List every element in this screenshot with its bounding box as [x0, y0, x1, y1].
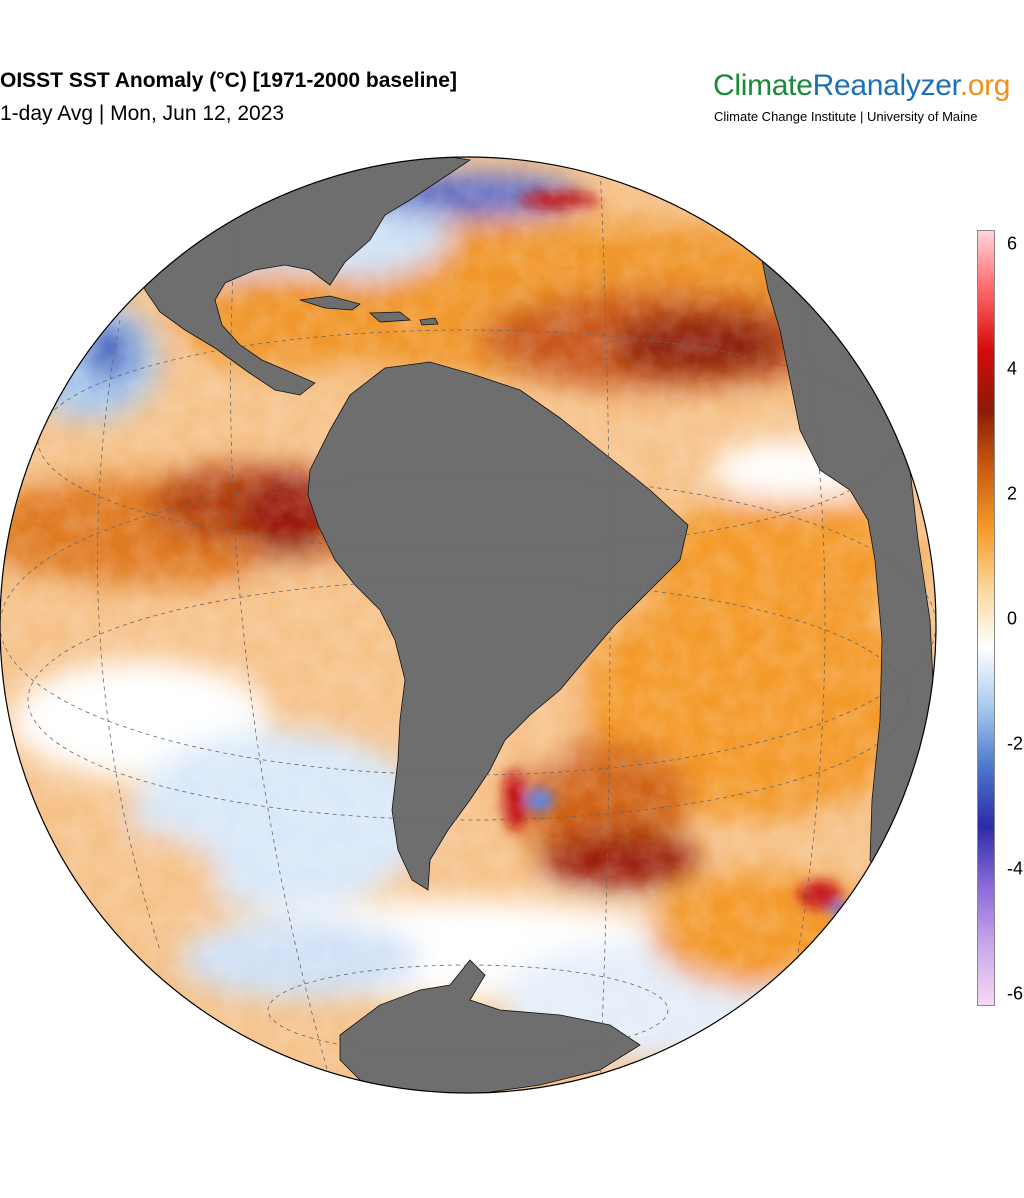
brand-part-org: .org: [959, 69, 1011, 102]
brand-part-reanalyzer: Reanalyzer: [812, 69, 960, 102]
colorbar-tick-label: 2: [1007, 483, 1018, 504]
brand-subtitle: Climate Change Institute | University of…: [714, 109, 978, 124]
colorbar-tick-label: -4: [1007, 858, 1024, 879]
colorbar-tick-label: -6: [1007, 983, 1024, 1004]
colorbar-tick-label: 6: [1007, 233, 1018, 254]
colorbar-tick-label: 4: [1007, 358, 1018, 379]
map-title: OISST SST Anomaly (°C) [1971-2000 baseli…: [0, 69, 457, 92]
brand-part-climate: Climate: [713, 69, 813, 102]
colorbar: [977, 230, 995, 1006]
map-subtitle: 1-day Avg | Mon, Jun 12, 2023: [0, 102, 285, 125]
globe-outline: [0, 156, 937, 1094]
colorbar-tick-label: -2: [1007, 733, 1024, 754]
brand-logo[interactable]: ClimateReanalyzer.org: [713, 69, 1010, 103]
south-america-landmass: [307, 361, 689, 891]
colorbar-tick-label: 0: [1007, 608, 1018, 629]
caribbean-islands: [299, 295, 439, 326]
